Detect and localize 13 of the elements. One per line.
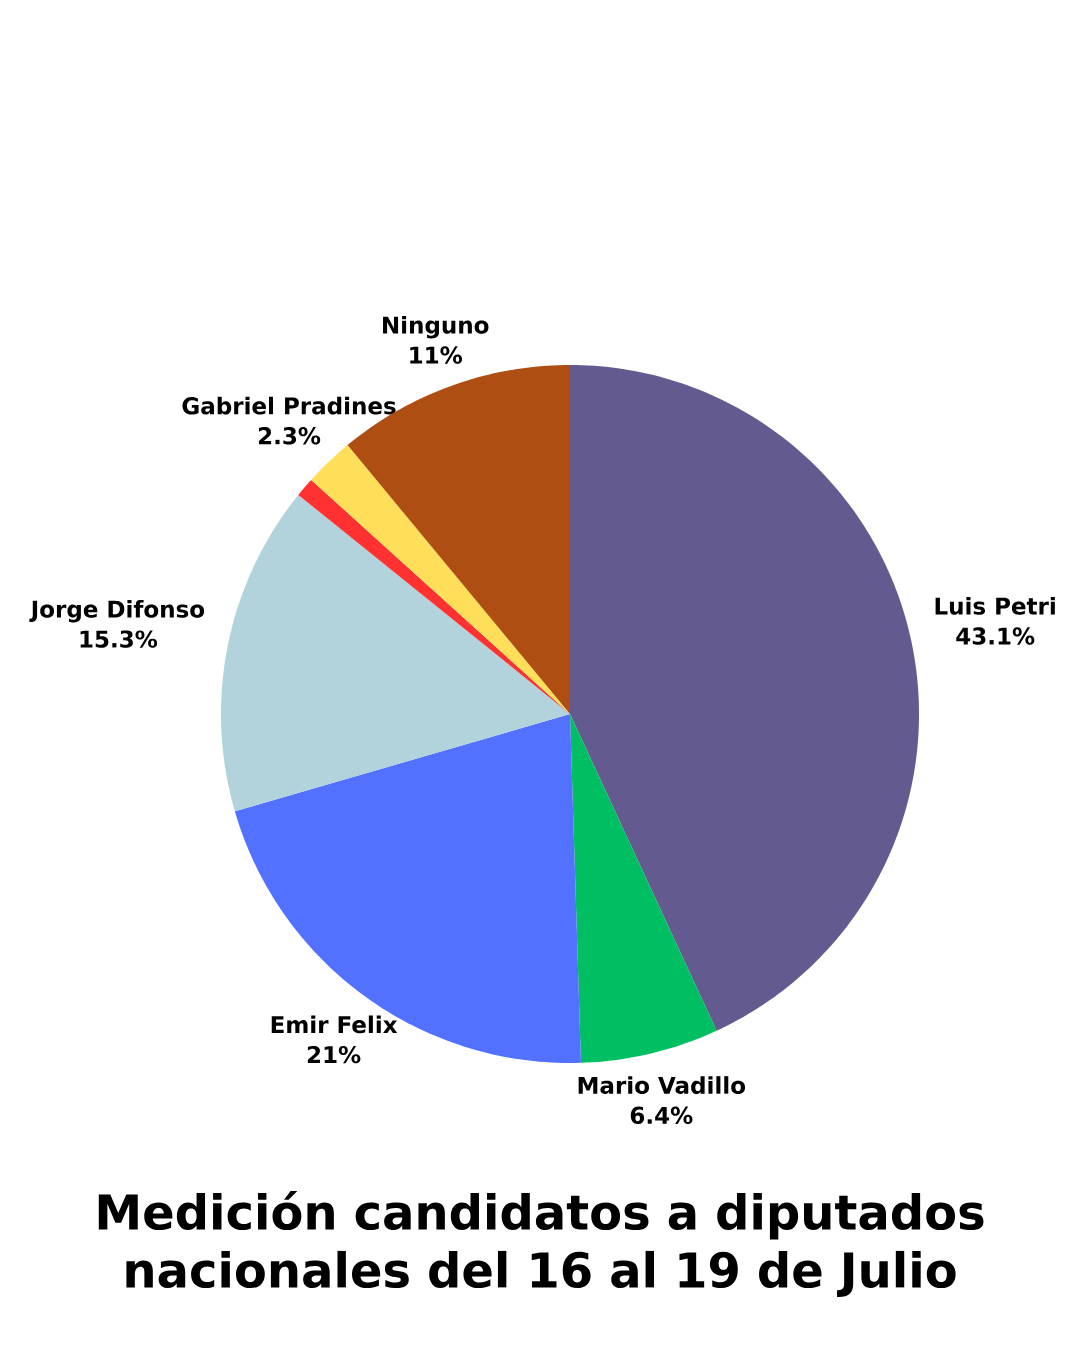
slice-label: Ninguno [383, 315, 489, 339]
data-label: 21% [307, 1045, 361, 1064]
data-label: 2.3% [258, 427, 321, 445]
data-label: 11% [410, 346, 462, 364]
text: Medición candidatos a diputados nacionales del 16 al 19 de Julio [98, 1191, 984, 1297]
slice-label: Emir Felix [271, 1015, 398, 1034]
data-label: 6.4% [630, 1106, 693, 1124]
data-label: 43.1% [956, 627, 1035, 645]
slice-label: Luis Petri [935, 596, 1055, 615]
slice-label: Jorge Difonso [29, 599, 205, 623]
slice-label: Mario Vadillo [578, 1076, 746, 1094]
slice-label: Gabriel Pradines [182, 396, 396, 415]
data-label: 15.3% [80, 630, 158, 648]
